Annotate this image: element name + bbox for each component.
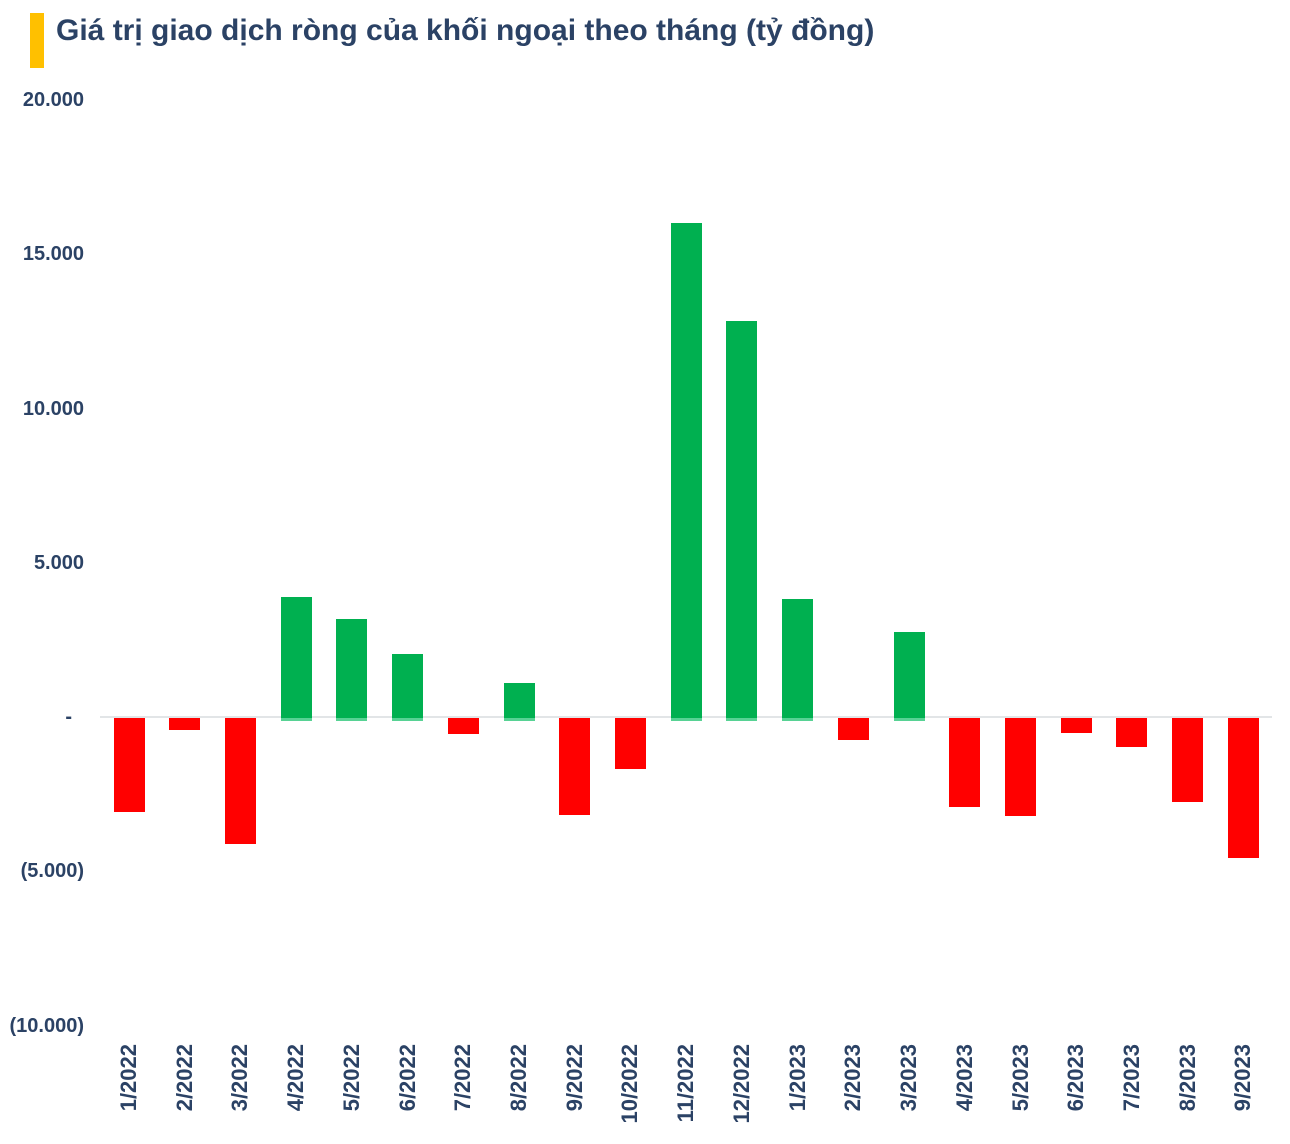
x-tick-label-3/2023: 3/2023 [896, 1044, 922, 1112]
bar-8/2023 [1172, 718, 1204, 802]
title-accent-bar [30, 13, 44, 68]
x-tick-label-6/2022: 6/2022 [394, 1044, 420, 1112]
x-tick-label-9/2023: 9/2023 [1230, 1044, 1256, 1112]
x-tick-label-4/2022: 4/2022 [283, 1044, 309, 1112]
x-tick-label-5/2023: 5/2023 [1007, 1044, 1033, 1112]
x-tick-label-7/2023: 7/2023 [1118, 1044, 1144, 1112]
bar-9/2022 [559, 718, 591, 816]
y-tick-label-10000: 10.000 [22, 397, 84, 420]
x-tick-label-8/2022: 8/2022 [506, 1044, 532, 1112]
bar-5/2022 [336, 619, 368, 721]
x-tick-label-4/2023: 4/2023 [951, 1044, 977, 1112]
y-tick-label-5000: 5.000 [33, 551, 84, 574]
bar-7/2023 [1116, 718, 1148, 747]
x-tick-label-9/2022: 9/2022 [561, 1044, 587, 1112]
bar-9/2023 [1227, 718, 1259, 858]
bar-4/2023 [949, 718, 981, 808]
bar-6/2022 [392, 653, 424, 722]
bar-1/2022 [113, 718, 145, 813]
chart-title: Giá trị giao dịch ròng của khối ngoại th… [56, 14, 875, 47]
x-tick-label-2/2022: 2/2022 [171, 1044, 197, 1112]
y-tick-label--5000: (5.000) [20, 860, 84, 883]
bar-12/2022 [726, 320, 758, 722]
y-tick-label-15000: 15.000 [22, 243, 84, 266]
y-tick-label-0: - [65, 706, 72, 728]
x-tick-label-8/2023: 8/2023 [1174, 1044, 1200, 1112]
bar-2/2022 [169, 718, 201, 731]
x-tick-label-10/2022: 10/2022 [617, 1044, 643, 1124]
x-tick-label-1/2022: 1/2022 [116, 1044, 141, 1112]
bar-3/2022 [224, 718, 256, 844]
x-tick-label-6/2023: 6/2023 [1063, 1044, 1089, 1112]
x-tick-label-12/2022: 12/2022 [728, 1044, 754, 1124]
bar-7/2022 [447, 718, 479, 735]
chart-header: Giá trị giao dịch ròng của khối ngoại th… [0, 0, 1290, 80]
x-tick-label-2/2023: 2/2023 [840, 1044, 866, 1112]
y-tick-label-20000: 20.000 [22, 89, 84, 111]
bar-4/2022 [280, 596, 312, 722]
bar-6/2023 [1060, 718, 1092, 734]
x-tick-label-5/2022: 5/2022 [338, 1044, 364, 1112]
y-tick-label--10000: (10.000) [9, 1014, 85, 1037]
bar-3/2023 [893, 632, 925, 721]
x-tick-label-1/2023: 1/2023 [784, 1044, 810, 1112]
bar-10/2022 [614, 718, 646, 769]
bar-1/2023 [782, 599, 814, 721]
bar-2/2023 [837, 718, 869, 741]
x-tick-label-3/2022: 3/2022 [227, 1044, 253, 1112]
bar-8/2022 [503, 682, 535, 722]
x-tick-label-7/2022: 7/2022 [450, 1044, 476, 1112]
bar-11/2022 [670, 223, 702, 721]
bar-5/2023 [1005, 718, 1037, 817]
x-tick-label-11/2022: 11/2022 [673, 1044, 699, 1123]
